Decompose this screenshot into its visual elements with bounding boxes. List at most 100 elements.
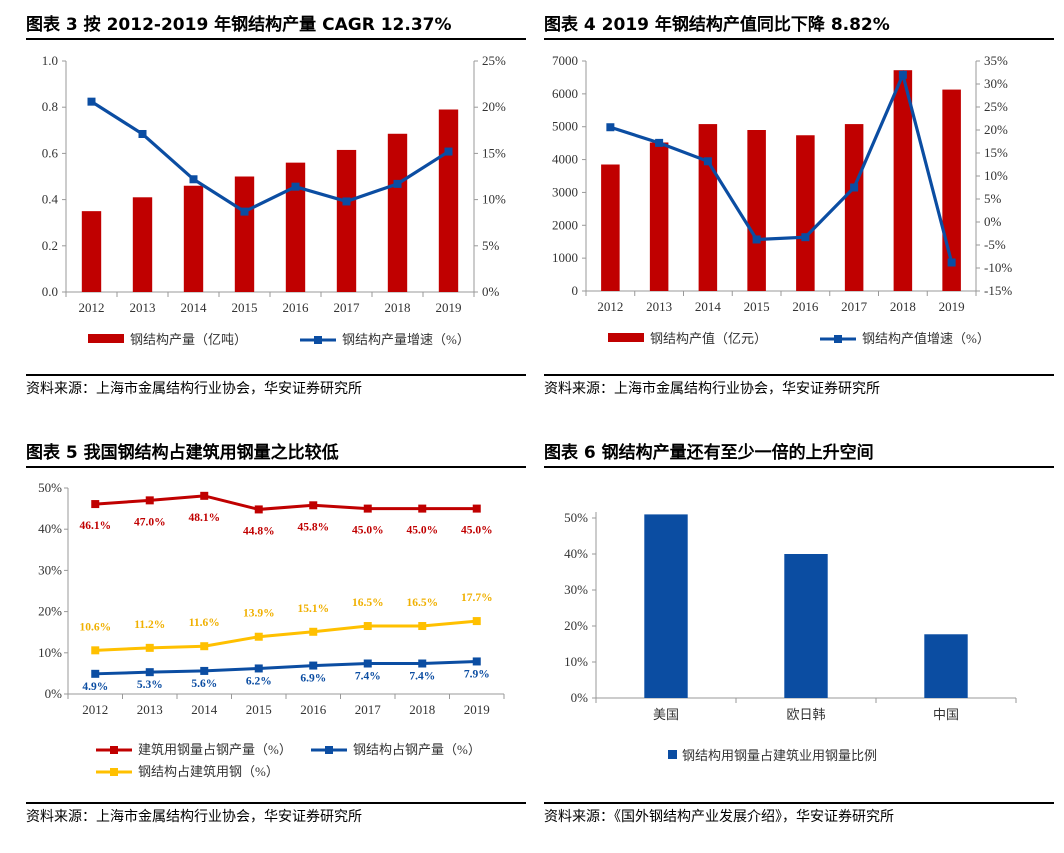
y-tick-label: 0% — [571, 690, 589, 705]
bar — [924, 634, 968, 698]
x-tick-label: 2017 — [334, 300, 361, 315]
legend-line-marker — [834, 335, 842, 343]
line-series — [90, 100, 450, 214]
y-tick-label: 50% — [38, 480, 62, 495]
legend-line-marker — [110, 746, 118, 754]
right-tick-label: 10% — [984, 168, 1008, 183]
right-tick-label: 15% — [482, 145, 506, 160]
y-tick-label: 10% — [38, 645, 62, 660]
y-tick-label: 30% — [564, 582, 588, 597]
line-point — [342, 197, 351, 206]
bar — [649, 142, 669, 291]
x-tick-label: 2018 — [890, 299, 916, 314]
line-point — [418, 504, 427, 513]
legend-label: 钢结构占建筑用钢（%） — [138, 764, 279, 779]
left-tick-label: 4000 — [552, 152, 578, 167]
left-tick-label: 1.0 — [42, 53, 58, 68]
chart-3-source: 资料来源：上海市金属结构行业协会，华安证券研究所 — [26, 381, 362, 397]
chart-5-source: 资料来源：上海市金属结构行业协会，华安证券研究所 — [26, 809, 362, 825]
x-tick-label: 2013 — [137, 702, 163, 717]
data-label: 16.5% — [352, 597, 384, 609]
bar — [601, 164, 620, 291]
legend-label: 钢结构用钢量占建筑业用钢量比例 — [682, 748, 877, 763]
line-point — [801, 233, 810, 242]
title-rule — [544, 466, 1054, 468]
line-point — [472, 657, 481, 666]
line-point — [309, 627, 318, 636]
source-rule — [544, 374, 1054, 376]
data-label: 45.0% — [461, 525, 493, 537]
data-label: 17.7% — [461, 592, 493, 604]
left-tick-label: 0.8 — [42, 99, 58, 114]
y-tick-label: 40% — [38, 521, 62, 536]
bar — [234, 176, 255, 292]
source-rule — [26, 374, 526, 376]
right-tick-label: 15% — [984, 145, 1008, 160]
bar — [438, 109, 459, 292]
line-point — [418, 659, 427, 668]
chart-3-title: 图表 3 按 2012-2019 年钢结构产量 CAGR 12.37% — [26, 15, 452, 35]
title-rule — [26, 466, 526, 468]
line-series — [95, 659, 477, 676]
legend-bar-label: 钢结构产量（亿吨） — [130, 332, 247, 347]
x-tick-label: 2017 — [841, 299, 868, 314]
legend-label: 建筑用钢量占钢产量（%） — [138, 742, 292, 757]
x-tick-label: 2012 — [82, 702, 108, 717]
line-point — [200, 642, 209, 651]
x-tick-label: 2019 — [939, 299, 965, 314]
source-rule — [26, 802, 526, 804]
source-rule — [544, 802, 1054, 804]
x-tick-label: 2014 — [695, 299, 722, 314]
x-tick-label: 2015 — [246, 702, 272, 717]
line-point — [291, 182, 300, 191]
x-tick-label: 2016 — [300, 702, 327, 717]
data-label: 7.4% — [355, 671, 381, 683]
x-tick-label: 2015 — [232, 300, 258, 315]
data-label: 7.4% — [409, 671, 435, 683]
line-series — [95, 494, 477, 511]
chart-6-source: 资料来源：《国外钢结构产业发展介绍》，华安证券研究所 — [544, 809, 894, 825]
legend-line-marker — [314, 336, 322, 344]
chart-4-source: 资料来源：上海市金属结构行业协会，华安证券研究所 — [544, 381, 880, 397]
data-label: 15.1% — [297, 603, 329, 615]
legend-bar-swatch — [608, 333, 644, 342]
right-tick-label: 5% — [482, 238, 500, 253]
bar — [285, 162, 306, 292]
right-tick-label: 0% — [482, 284, 500, 299]
line-point — [472, 504, 481, 513]
left-tick-label: 0.0 — [42, 284, 58, 299]
x-tick-label: 2013 — [130, 300, 156, 315]
line-point — [363, 622, 372, 631]
right-tick-label: -5% — [984, 237, 1006, 252]
line-point — [444, 147, 453, 156]
left-tick-label: 0.6 — [42, 145, 59, 160]
right-tick-label: 25% — [482, 53, 506, 68]
x-tick-label: 2012 — [79, 300, 105, 315]
bar — [698, 124, 718, 291]
panel-chart-3: 图表 3 按 2012-2019 年钢结构产量 CAGR 12.37% 0.0 0… — [26, 10, 526, 405]
panel-chart-4: 图表 4 2019 年钢结构产值同比下降 8.82% 0 1000 2000 3000… — [544, 10, 1054, 405]
legend-line-label: 钢结构产量增速（%） — [342, 332, 470, 347]
bar — [747, 130, 766, 291]
line-series — [609, 69, 954, 263]
line-point — [309, 661, 318, 670]
right-tick-label: 10% — [482, 192, 506, 207]
data-label: 4.9% — [82, 681, 108, 693]
line-point — [850, 183, 859, 192]
line-point — [363, 659, 372, 668]
line-point — [145, 668, 154, 677]
data-label: 5.6% — [191, 678, 217, 690]
bar — [132, 197, 153, 292]
chart-4-svg: 0 1000 2000 3000 4000 5000 6000 7000 -15% -10% -5%… — [552, 53, 1012, 346]
right-tick-label: -10% — [984, 260, 1012, 275]
x-tick-label: 2016 — [283, 300, 310, 315]
bar — [796, 135, 815, 291]
data-label: 5.3% — [137, 679, 163, 691]
line-point — [752, 235, 761, 244]
x-tick-label: 2018 — [409, 702, 435, 717]
line-point — [606, 123, 615, 132]
line-point — [87, 97, 96, 106]
left-tick-label: 1000 — [552, 250, 578, 265]
line-point — [472, 617, 481, 626]
right-tick-label: 35% — [984, 53, 1008, 68]
